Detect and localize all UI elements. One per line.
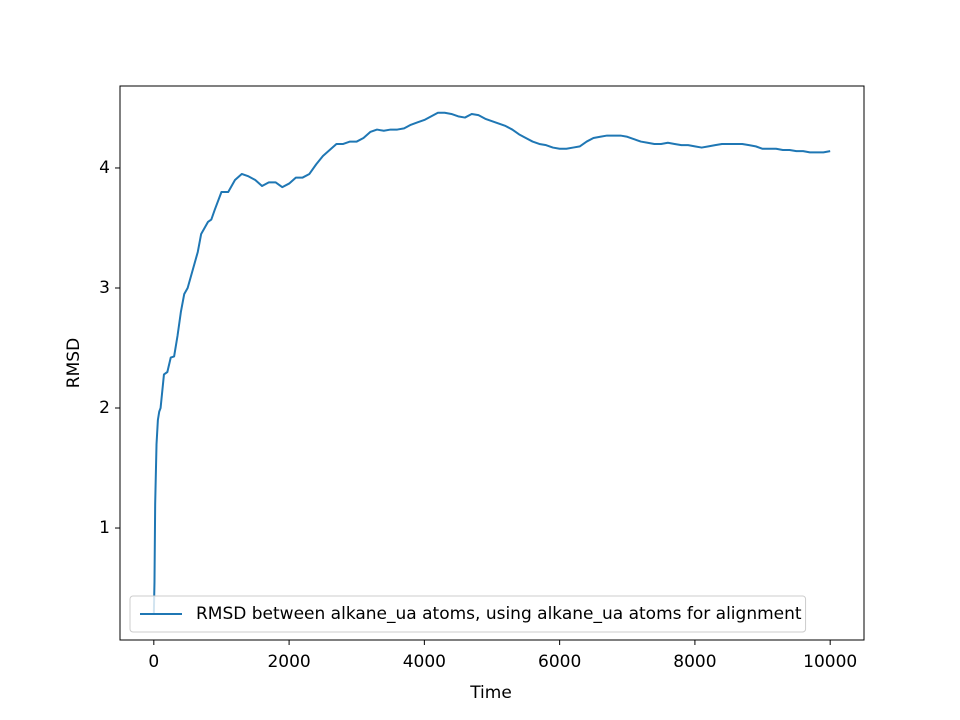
x-tick-label: 0 — [148, 652, 159, 672]
y-tick-label: 2 — [99, 398, 110, 418]
data-line — [152, 111, 831, 615]
x-tick-label: 10000 — [803, 652, 857, 672]
y-tick-label: 4 — [99, 158, 110, 178]
y-axis-label: RMSD — [64, 338, 84, 388]
x-tick-label: 4000 — [403, 652, 446, 672]
legend-label: RMSD between alkane_ua atoms, using alka… — [196, 604, 802, 624]
legend-box — [129, 595, 807, 633]
x-tick-label: 6000 — [538, 652, 581, 672]
legend: RMSD between alkane_ua atoms, using alka… — [129, 595, 807, 633]
x-axis-label: Time — [469, 683, 512, 703]
y-tick-label: 1 — [99, 518, 110, 538]
x-tick-label: 8000 — [673, 652, 716, 672]
y-tick-label: 3 — [99, 278, 110, 298]
plot-frame — [119, 85, 865, 641]
x-tick-label: 2000 — [267, 652, 310, 672]
